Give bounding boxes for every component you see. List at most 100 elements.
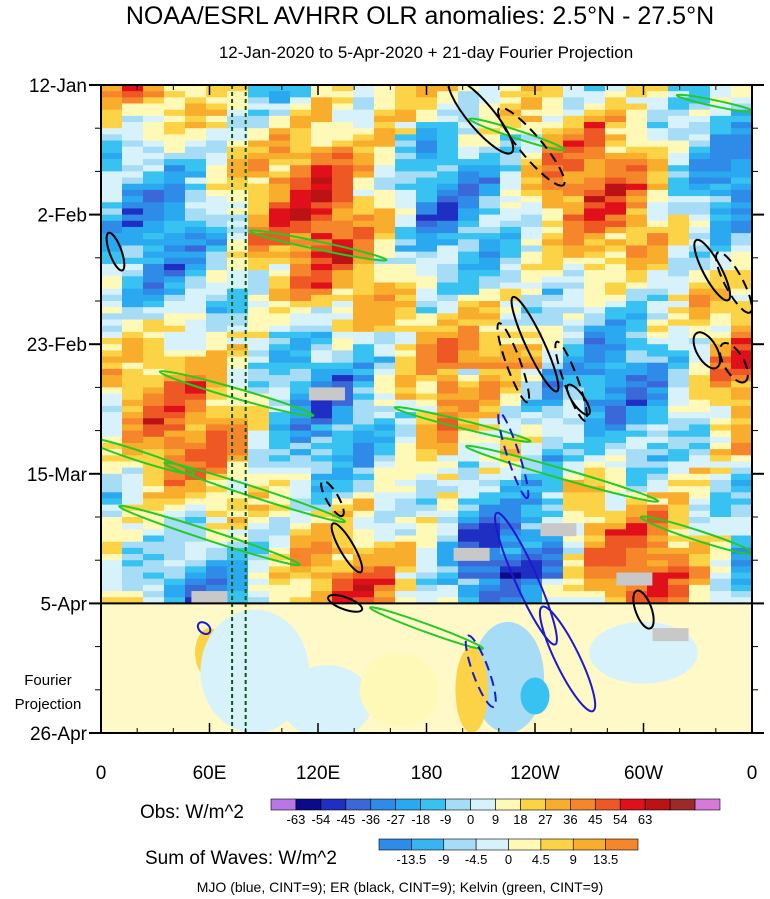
field-cell [122,535,144,543]
field-cell [269,381,291,388]
field-cell [479,405,501,413]
field-cell [185,510,207,518]
field-cell [437,85,459,92]
field-cell [206,140,228,148]
field-cell [269,584,291,592]
field-cell [353,325,375,333]
field-cell [647,319,669,327]
field-cell [374,165,396,172]
field-cell [542,189,564,197]
field-cell [731,455,752,463]
field-cell [542,498,564,506]
field-cell [668,226,690,234]
field-cell [647,492,669,500]
field-cell [668,554,690,561]
field-cell [101,566,123,574]
field-cell [479,146,501,154]
field-cell [353,115,375,123]
field-cell [185,467,207,475]
field-cell [437,122,459,129]
field-cell [353,239,375,247]
field-cell [668,97,690,105]
field-cell [227,362,249,370]
field-cell [353,146,375,154]
field-cell [626,461,648,469]
field-cell [479,479,501,487]
field-cell [647,276,669,284]
field-cell [668,214,690,222]
field-cell [626,159,648,166]
field-cell [143,566,165,574]
field-cell [290,504,312,512]
field-cell [605,134,627,142]
field-cell [416,97,438,105]
colorbar-swatch [345,798,372,811]
field-cell [647,245,669,253]
field-cell [395,554,417,561]
field-cell [500,263,522,271]
field-cell [710,418,732,426]
field-cell [353,399,375,407]
field-cell [668,547,690,555]
field-cell [521,282,543,290]
field-cell [311,115,333,123]
field-cell [311,560,333,567]
field-cell [605,467,627,475]
field-cell [395,344,417,351]
field-cell [395,294,417,302]
field-cell [206,572,228,580]
field-cell [626,325,648,333]
field-cell [353,134,375,142]
field-cell [479,412,501,419]
field-cell [416,245,438,253]
field-cell [374,134,396,142]
field-cell [563,189,585,197]
field-cell [437,368,459,376]
field-cell [332,362,354,370]
field-cell [227,152,249,160]
field-cell [227,424,249,432]
field-cell [668,171,690,179]
field-cell [353,319,375,327]
field-cell [605,226,627,234]
field-cell [290,455,312,463]
field-cell [395,301,417,308]
field-cell [353,189,375,197]
field-cell [731,196,752,203]
field-cell [437,449,459,456]
field-cell [101,368,123,376]
kelvin-contour [675,93,752,114]
field-cell [689,140,711,148]
field-cell [374,535,396,543]
field-cell [269,220,291,228]
field-cell [311,214,333,222]
colorbar-swatch [545,798,571,811]
field-cell [731,307,752,314]
field-cell [500,270,522,277]
field-cell [500,313,522,321]
field-cell [185,436,207,444]
field-cell [668,294,690,302]
field-cell [710,140,732,148]
field-cell [332,171,354,179]
field-cell [248,412,270,419]
field-cell [416,430,438,438]
field-cell [332,566,354,574]
field-cell [647,208,669,216]
field-cell [185,208,207,216]
field-cell [332,103,354,111]
field-cell [227,338,249,345]
field-cell [311,152,333,160]
field-cell [353,140,375,148]
field-cell [521,584,543,592]
field-cell [626,430,648,438]
field-cell [437,393,459,401]
field-cell [227,122,249,129]
field-cell [164,405,186,413]
field-cell [605,584,627,592]
field-cell [500,189,522,197]
field-cell [122,276,144,284]
field-cell [668,449,690,456]
field-cell [584,263,606,271]
field-cell [395,208,417,216]
